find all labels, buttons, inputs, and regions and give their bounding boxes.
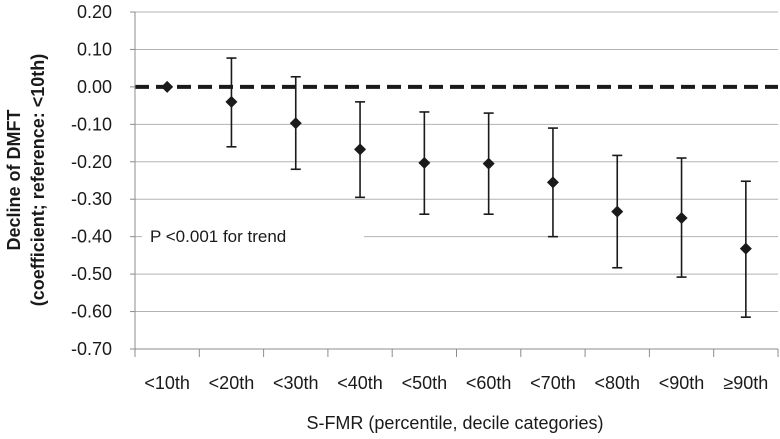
x-tick-label: <10th bbox=[144, 373, 190, 393]
y-tick-label: 0.10 bbox=[77, 39, 112, 59]
data-point-diamond bbox=[611, 206, 623, 218]
series-points bbox=[161, 58, 752, 317]
data-point-diamond bbox=[547, 176, 559, 188]
data-point-diamond bbox=[290, 117, 302, 129]
y-tick-label: -0.20 bbox=[71, 152, 112, 172]
x-axis-title: S-FMR (percentile, decile categories) bbox=[306, 413, 603, 433]
y-axis-title-line2: (coefficient; reference: <10th) bbox=[28, 54, 48, 307]
data-point-diamond bbox=[225, 96, 237, 108]
x-tick-label: <50th bbox=[402, 373, 448, 393]
y-tick-label: -0.40 bbox=[71, 227, 112, 247]
data-point-diamond bbox=[161, 81, 173, 93]
x-tick-label: ≥90th bbox=[723, 373, 768, 393]
y-axis-title-line1: Decline of DMFT bbox=[4, 109, 24, 250]
data-point-diamond bbox=[740, 243, 752, 255]
x-tick-label: <90th bbox=[659, 373, 705, 393]
x-tick-label: <60th bbox=[466, 373, 512, 393]
x-tick-label: <80th bbox=[594, 373, 640, 393]
y-tick-label: -0.10 bbox=[71, 114, 112, 134]
x-tick-label: <20th bbox=[209, 373, 255, 393]
x-tick-label: <70th bbox=[530, 373, 576, 393]
y-tick-label: -0.30 bbox=[71, 189, 112, 209]
y-tick-label: -0.70 bbox=[71, 339, 112, 359]
y-tick-label: -0.50 bbox=[71, 264, 112, 284]
data-point-diamond bbox=[676, 212, 688, 224]
y-tick-label: 0.00 bbox=[77, 77, 112, 97]
x-tick-label: <30th bbox=[273, 373, 319, 393]
x-tick-label: <40th bbox=[337, 373, 383, 393]
trend-annotation: P <0.001 for trend bbox=[150, 227, 286, 246]
y-tick-labels: 0.20 0.10 0.00 -0.10 -0.20 -0.30 -0.40 -0.50 -0.… bbox=[71, 2, 112, 359]
y-tick-label: 0.20 bbox=[77, 2, 112, 22]
x-tick-labels: <10th <20th <30th <40th <50th <60th <70th <80th… bbox=[144, 373, 768, 393]
data-point-diamond bbox=[354, 143, 366, 155]
data-point-diamond bbox=[418, 157, 430, 169]
data-point-diamond bbox=[483, 158, 495, 170]
y-tick-label: -0.60 bbox=[71, 302, 112, 322]
